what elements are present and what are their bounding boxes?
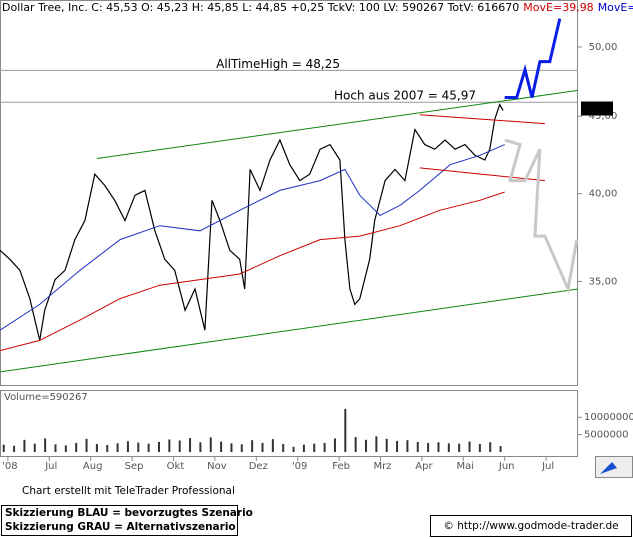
x-tick-label: Jun bbox=[498, 461, 515, 472]
volume-bar bbox=[468, 441, 471, 452]
volume-bar bbox=[64, 445, 67, 452]
volume-bar bbox=[137, 442, 140, 452]
volume-bar bbox=[478, 444, 481, 452]
volume-bar bbox=[458, 443, 461, 452]
x-tick-label: Dez bbox=[249, 461, 268, 472]
volume-bar bbox=[168, 439, 171, 452]
volume-bar bbox=[209, 437, 212, 452]
y-tick-label: 10000000 bbox=[584, 412, 633, 423]
volume-bar bbox=[75, 442, 78, 452]
header: Dollar Tree, Inc. C: 45,53 O: 45,23 H: 4… bbox=[2, 1, 633, 14]
x-tick-label: Okt bbox=[167, 461, 185, 472]
volume-bar bbox=[416, 441, 419, 452]
volume-bar bbox=[220, 441, 223, 452]
y-tick-label: 35,00 bbox=[589, 276, 618, 287]
volume-bar bbox=[240, 444, 243, 452]
price-line bbox=[0, 103, 504, 341]
volume-bar bbox=[427, 442, 430, 452]
volume-bar bbox=[95, 444, 98, 452]
x-tick-label: '09 bbox=[292, 461, 307, 472]
volume-bar bbox=[385, 438, 388, 452]
volume-bar bbox=[282, 444, 285, 452]
volume-bar bbox=[33, 443, 36, 452]
volume-bar bbox=[106, 445, 109, 452]
volume-bar bbox=[447, 443, 450, 452]
header-indicator: MovE=42,80 bbox=[598, 1, 633, 14]
volume-bar bbox=[261, 442, 264, 452]
volume-bar bbox=[354, 437, 357, 452]
copyright: © http://www.godmode-trader.de bbox=[443, 520, 618, 532]
credit: Chart erstellt mit TeleTrader Profession… bbox=[22, 485, 235, 497]
volume-bar bbox=[365, 439, 368, 452]
volume-bar bbox=[230, 443, 233, 452]
volume-bar bbox=[489, 442, 492, 452]
volume-bar bbox=[406, 440, 409, 452]
x-tick-label: Nov bbox=[207, 461, 227, 472]
note: Skizzierung BLAU = bevorzugtes Szenario bbox=[5, 507, 253, 519]
volume-panel bbox=[0, 390, 578, 457]
volume-bar bbox=[23, 439, 26, 452]
volume-bar bbox=[157, 441, 160, 452]
volume-bar bbox=[2, 444, 5, 452]
tool-icon[interactable] bbox=[600, 462, 617, 474]
note: Skizzierung GRAU = Alternativszenario bbox=[5, 521, 236, 533]
header-title: Dollar Tree, Inc. C: 45,53 O: 45,23 H: 4… bbox=[2, 1, 519, 14]
notes-box bbox=[1, 505, 238, 536]
x-tick-label: Apr bbox=[415, 461, 433, 472]
price-line bbox=[0, 288, 579, 373]
x-tick-label: Feb bbox=[332, 461, 350, 472]
volume-bar bbox=[251, 440, 254, 452]
y-tick-label: 50,00 bbox=[589, 42, 618, 53]
volume-bar bbox=[54, 444, 57, 452]
last-price-label: 45,53 bbox=[583, 104, 612, 115]
x-tick-label: Sep bbox=[125, 461, 144, 472]
y-tick-label: 40,00 bbox=[589, 189, 618, 200]
price-line bbox=[0, 191, 505, 352]
reference-label: AllTimeHigh = 48,25 bbox=[216, 57, 340, 71]
y-tick-label: 5000000 bbox=[584, 430, 629, 441]
volume-bar bbox=[147, 443, 150, 452]
x-tick-label: Mai bbox=[457, 461, 475, 472]
price-line bbox=[504, 138, 579, 295]
volume-bar bbox=[13, 445, 16, 452]
volume-bar bbox=[344, 408, 347, 452]
volume-bar bbox=[375, 436, 378, 452]
x-tick-label: '08 bbox=[2, 461, 17, 472]
volume-bar bbox=[313, 443, 316, 452]
reference-label: Hoch aus 2007 = 45,97 bbox=[334, 89, 476, 103]
volume-bar bbox=[292, 446, 295, 452]
volume-bar bbox=[437, 442, 440, 452]
x-tick-label: Jul bbox=[541, 461, 554, 472]
volume-bar bbox=[178, 440, 181, 452]
x-tick-label: Jul bbox=[44, 461, 57, 472]
volume-bar bbox=[116, 443, 119, 452]
volume-bar bbox=[126, 441, 129, 452]
y-tick-label: 45,00 bbox=[589, 111, 618, 122]
volume-bar bbox=[396, 440, 399, 452]
last-price-box bbox=[581, 101, 613, 116]
copyright-box bbox=[430, 515, 632, 537]
volume-title: Volume=590267 bbox=[4, 392, 88, 403]
volume-bar bbox=[302, 444, 305, 452]
price-line bbox=[96, 89, 579, 159]
volume-bar bbox=[189, 438, 192, 452]
volume-bar bbox=[333, 438, 336, 452]
price-line bbox=[0, 144, 505, 331]
x-tick-label: Mrz bbox=[374, 461, 392, 472]
volume-bar bbox=[499, 446, 502, 452]
volume-bar bbox=[271, 439, 274, 452]
volume-bar bbox=[323, 442, 326, 452]
volume-bar bbox=[85, 438, 88, 452]
volume-bar bbox=[199, 442, 202, 452]
price-line bbox=[419, 167, 545, 182]
x-tick-label: Aug bbox=[83, 461, 103, 472]
price-panel bbox=[0, 0, 578, 386]
price-line bbox=[419, 114, 545, 125]
volume-bar bbox=[44, 438, 47, 452]
header-indicator: MovE=39,98 bbox=[523, 1, 593, 14]
price-line bbox=[504, 18, 562, 99]
